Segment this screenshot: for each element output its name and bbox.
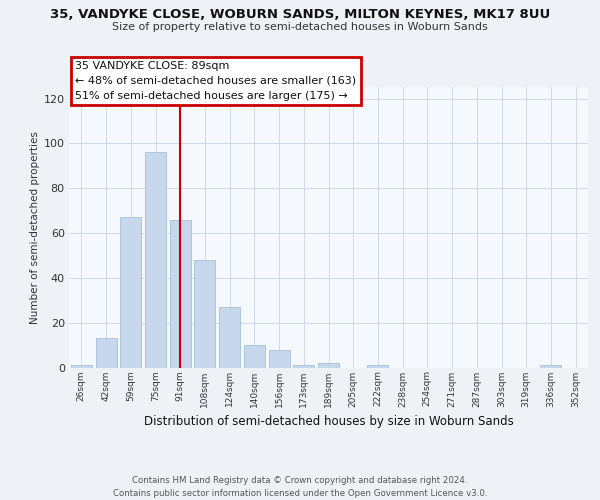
Bar	[293, 366, 314, 368]
Bar	[120, 218, 141, 368]
Text: Contains public sector information licensed under the Open Government Licence v3: Contains public sector information licen…	[113, 489, 487, 498]
X-axis label: Distribution of semi-detached houses by size in Woburn Sands: Distribution of semi-detached houses by …	[143, 415, 514, 428]
Bar	[269, 350, 290, 368]
Bar	[145, 152, 166, 368]
Bar	[318, 363, 339, 368]
Bar	[170, 220, 191, 368]
Bar	[541, 366, 562, 368]
Text: 35 VANDYKE CLOSE: 89sqm
← 48% of semi-detached houses are smaller (163)
51% of s: 35 VANDYKE CLOSE: 89sqm ← 48% of semi-de…	[75, 61, 356, 100]
Text: Contains HM Land Registry data © Crown copyright and database right 2024.: Contains HM Land Registry data © Crown c…	[132, 476, 468, 485]
Bar	[244, 345, 265, 368]
Bar	[367, 366, 388, 368]
Bar	[95, 338, 116, 368]
Bar	[194, 260, 215, 368]
Y-axis label: Number of semi-detached properties: Number of semi-detached properties	[29, 131, 40, 324]
Bar	[71, 366, 92, 368]
Bar	[219, 307, 240, 368]
Text: Size of property relative to semi-detached houses in Woburn Sands: Size of property relative to semi-detach…	[112, 22, 488, 32]
Text: 35, VANDYKE CLOSE, WOBURN SANDS, MILTON KEYNES, MK17 8UU: 35, VANDYKE CLOSE, WOBURN SANDS, MILTON …	[50, 8, 550, 20]
